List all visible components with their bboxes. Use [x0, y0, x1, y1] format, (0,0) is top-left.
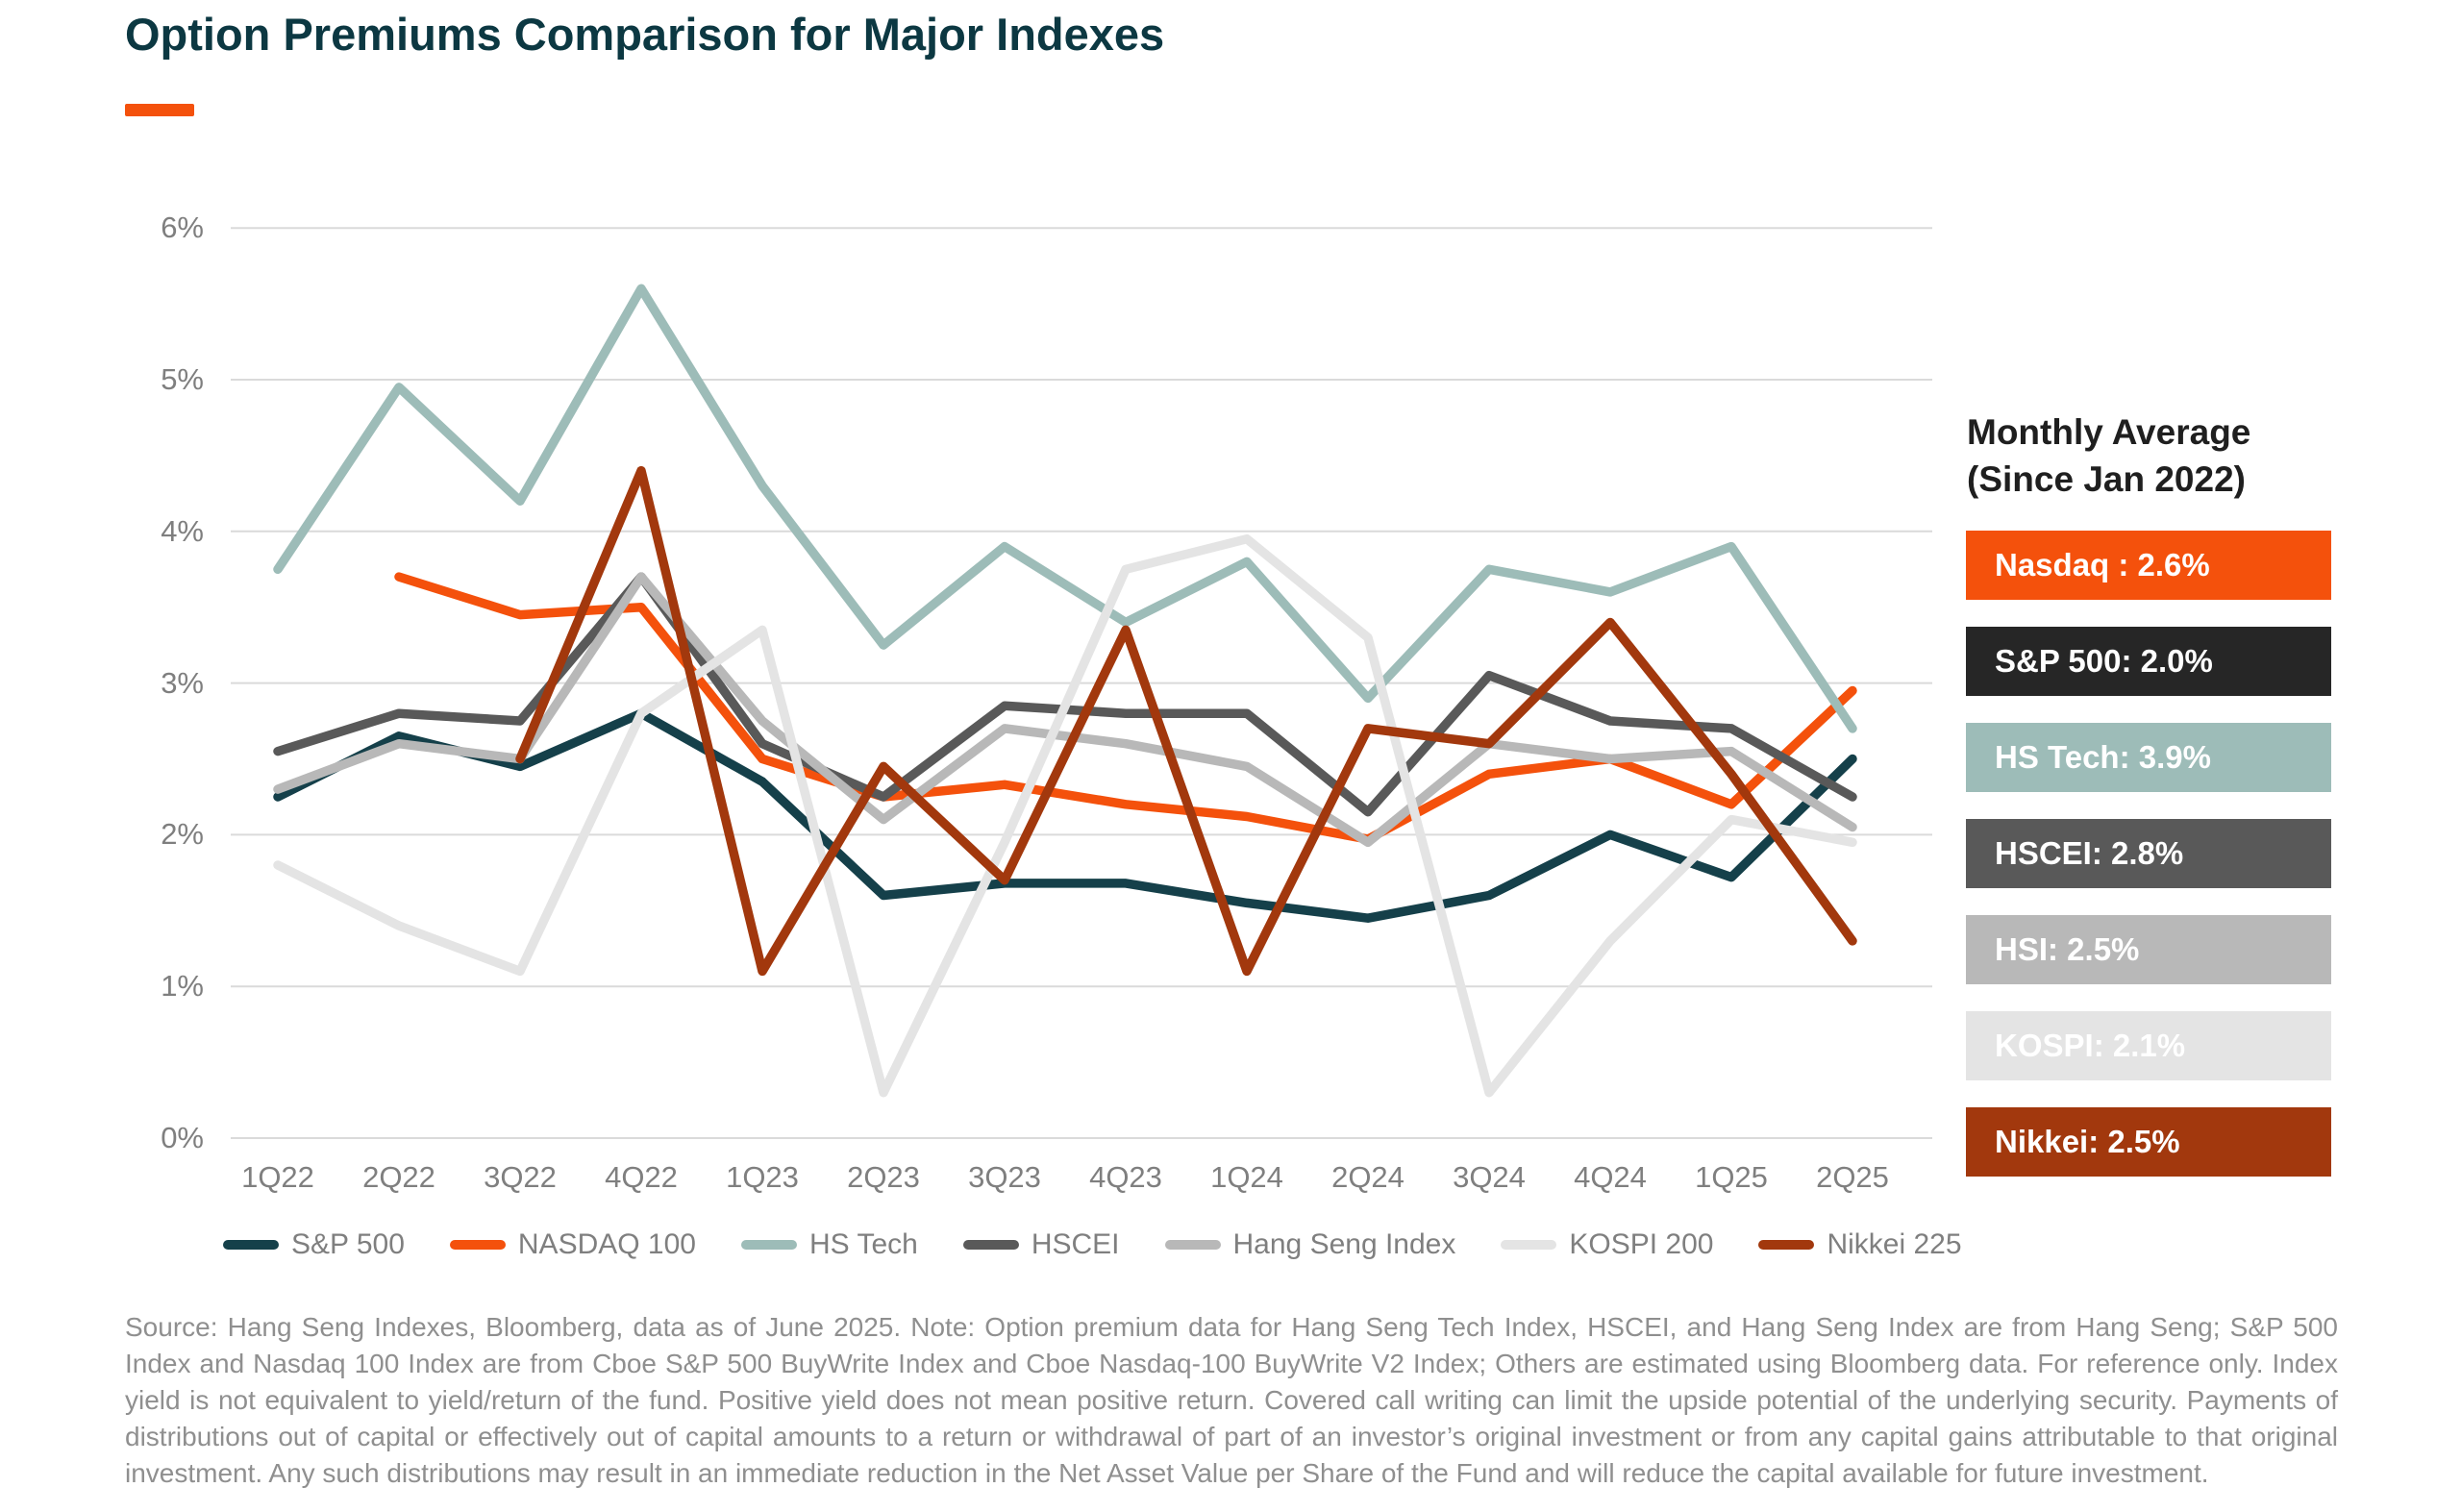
x-tick-label: 4Q23 — [1089, 1160, 1162, 1194]
x-tick-label: 1Q24 — [1210, 1160, 1283, 1194]
x-tick-label: 3Q23 — [968, 1160, 1041, 1194]
legend-swatch — [1501, 1240, 1557, 1250]
x-tick-label: 3Q24 — [1453, 1160, 1526, 1194]
y-tick-label: 5% — [161, 362, 204, 396]
legend-label: NASDAQ 100 — [517, 1228, 696, 1260]
series-line-kospi-200 — [273, 533, 1857, 1098]
x-tick-label: 1Q22 — [241, 1160, 314, 1194]
legend-item-hscei: HSCEI — [962, 1228, 1120, 1261]
page-title: Option Premiums Comparison for Major Ind… — [125, 9, 1165, 60]
x-tick-label: 1Q23 — [726, 1160, 799, 1194]
y-tick-label: 1% — [161, 969, 204, 1004]
legend-swatch — [449, 1240, 506, 1250]
x-tick-label: 2Q23 — [847, 1160, 920, 1194]
legend-label: Nikkei 225 — [1827, 1228, 1962, 1260]
series-line-nikkei-225 — [515, 465, 1857, 977]
x-tick-label: 2Q25 — [1816, 1160, 1889, 1194]
average-badge-hscei: HSCEI: 2.8% — [1966, 819, 2331, 888]
legend-item-kospi-200: KOSPI 200 — [1501, 1228, 1713, 1261]
y-tick-label: 3% — [161, 665, 204, 700]
average-badge-hs-tech: HS Tech: 3.9% — [1966, 723, 2331, 792]
average-badge-nasdaq: Nasdaq : 2.6% — [1966, 531, 2331, 600]
legend-swatch — [1164, 1240, 1221, 1250]
title-accent-dash — [125, 104, 194, 116]
series-line-hs-tech — [273, 284, 1857, 733]
legend-label: KOSPI 200 — [1569, 1228, 1714, 1260]
legend-item-nasdaq-100: NASDAQ 100 — [449, 1228, 696, 1261]
legend-label: HS Tech — [808, 1228, 918, 1260]
side-heading-line1: Monthly Average — [1967, 412, 2251, 452]
legend-swatch — [1758, 1240, 1815, 1250]
y-tick-label: 6% — [161, 211, 204, 245]
average-badge-nikkei: Nikkei: 2.5% — [1966, 1107, 2331, 1177]
legend-swatch — [740, 1240, 797, 1250]
legend-swatch — [962, 1240, 1019, 1250]
legend-item-s-p-500: S&P 500 — [223, 1228, 405, 1261]
x-tick-label: 3Q22 — [484, 1160, 557, 1194]
x-tick-label: 4Q24 — [1574, 1160, 1647, 1194]
average-badges: Nasdaq : 2.6% S&P 500: 2.0% HS Tech: 3.9% H… — [1966, 531, 2331, 1203]
y-tick-label: 4% — [161, 513, 204, 548]
x-tick-label: 4Q22 — [605, 1160, 678, 1194]
x-tick-label: 2Q24 — [1331, 1160, 1405, 1194]
average-badge-hsi: HSI: 2.5% — [1966, 915, 2331, 984]
legend-item-hang-seng-index: Hang Seng Index — [1164, 1228, 1456, 1261]
series-line-hang-seng-index — [273, 572, 1857, 848]
legend-swatch — [223, 1240, 279, 1250]
chart-legend: S&P 500 NASDAQ 100 HS Tech HSCEI Hang Seng I… — [223, 1223, 1962, 1267]
legend-label: HSCEI — [1031, 1228, 1120, 1260]
legend-item-nikkei-225: Nikkei 225 — [1758, 1228, 1962, 1261]
series-line-s-p-500 — [273, 708, 1857, 923]
source-footnote: Source: Hang Seng Indexes, Bloomberg, da… — [125, 1312, 2338, 1488]
y-tick-label: 2% — [161, 817, 204, 852]
x-tick-label: 2Q22 — [362, 1160, 435, 1194]
y-tick-label: 0% — [161, 1121, 204, 1154]
side-heading-line2: (Since Jan 2022) — [1967, 459, 2246, 499]
average-badge-kospi: KOSPI: 2.1% — [1966, 1011, 2331, 1080]
legend-label: Hang Seng Index — [1232, 1228, 1456, 1260]
side-panel-heading: Monthly Average (Since Jan 2022) — [1967, 409, 2380, 503]
legend-label: S&P 500 — [291, 1228, 405, 1260]
x-tick-label: 1Q25 — [1695, 1160, 1768, 1194]
legend-item-hs-tech: HS Tech — [740, 1228, 918, 1261]
average-badge-s-p-500: S&P 500: 2.0% — [1966, 627, 2331, 696]
